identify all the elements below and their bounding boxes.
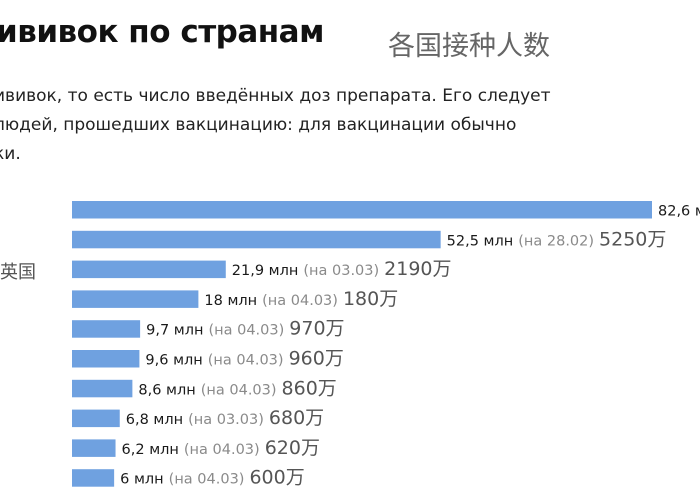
bar-label-7: 8,6 млн (на 04.03) 860万 [138,377,336,399]
bar-label-4: 18 млн (на 04.03) 180万 [204,288,398,310]
bar-chinese-label: 960万 [289,348,344,370]
bar-label-2: 52,5 млн (на 28.02) 5250万 [447,228,667,250]
bar-date-label: (на 04.03) [262,293,338,309]
description-line-1: ививок, то есть число введённых доз преп… [0,86,551,106]
bar-chinese-label: 180万 [343,288,398,310]
bar-date-label: (на 03.03) [188,412,264,428]
bar-chinese-label: 2190万 [384,258,451,280]
bar-value-label: 21,9 млн [232,263,299,279]
bar-label-5: 9,7 млн (на 04.03) 970万 [146,318,344,340]
bar-label-6: 9,6 млн (на 04.03) 960万 [145,348,343,370]
bar-chinese-label: 680万 [269,407,324,429]
bar-chinese-label: 600万 [249,467,304,489]
bar-7 [72,379,133,398]
country-label-chinese: 英国 [0,262,36,283]
bar-date-label: (на 04.03) [184,442,260,458]
bar-label-1: 82,6 м [658,204,700,220]
bar-chinese-label: 620万 [265,437,320,459]
bar-1 [72,201,652,219]
bar-date-label: (на 04.03) [201,382,277,398]
bar-date-label: (на 28.02) [518,233,594,249]
description-line-2: людей, прошедших вакцинацию: для вакцина… [0,115,517,135]
bar-value-label: 6,8 млн [126,412,183,428]
bar-date-label: (на 04.03) [208,353,284,369]
bar-value-label: 9,6 млн [145,353,202,369]
bar-label-8: 6,8 млн (на 03.03) 680万 [126,407,324,429]
bar-value-label: 8,6 млн [138,382,195,398]
bar-8 [72,409,120,428]
bar-value-label: 9,7 млн [146,323,203,339]
description-line-3: ки. [0,144,21,164]
bar-value-label: 82,6 м [658,204,700,220]
page-title: ививок по странам [0,14,324,50]
bar-chinese-label: 970万 [289,318,344,340]
bar-3 [72,260,226,279]
bar-5 [72,320,141,338]
bar-6 [72,350,140,368]
bar-9 [72,439,116,457]
bar-value-label: 18 млн [204,293,257,309]
bar-4 [72,290,199,308]
bar-value-label: 52,5 млн [447,233,514,249]
bar-date-label: (на 03.03) [303,263,379,279]
bar-value-label: 6 млн [120,472,164,488]
bar-2 [72,230,441,249]
page-title-chinese: 各国接种人数 [388,31,550,62]
bar-chinese-label: 5250万 [599,228,666,250]
bar-label-3: 21,9 млн (на 03.03) 2190万 [232,258,452,280]
description: ививок, то есть число введённых доз преп… [0,82,551,169]
bar-chinese-label: 860万 [282,377,337,399]
bar-10 [72,469,115,487]
bar-value-label: 6,2 млн [122,442,179,458]
bar-label-9: 6,2 млн (на 04.03) 620万 [122,437,320,459]
bar-label-10: 6 млн (на 04.03) 600万 [120,467,305,489]
bar-date-label: (на 04.03) [208,323,284,339]
bar-date-label: (на 04.03) [169,472,245,488]
